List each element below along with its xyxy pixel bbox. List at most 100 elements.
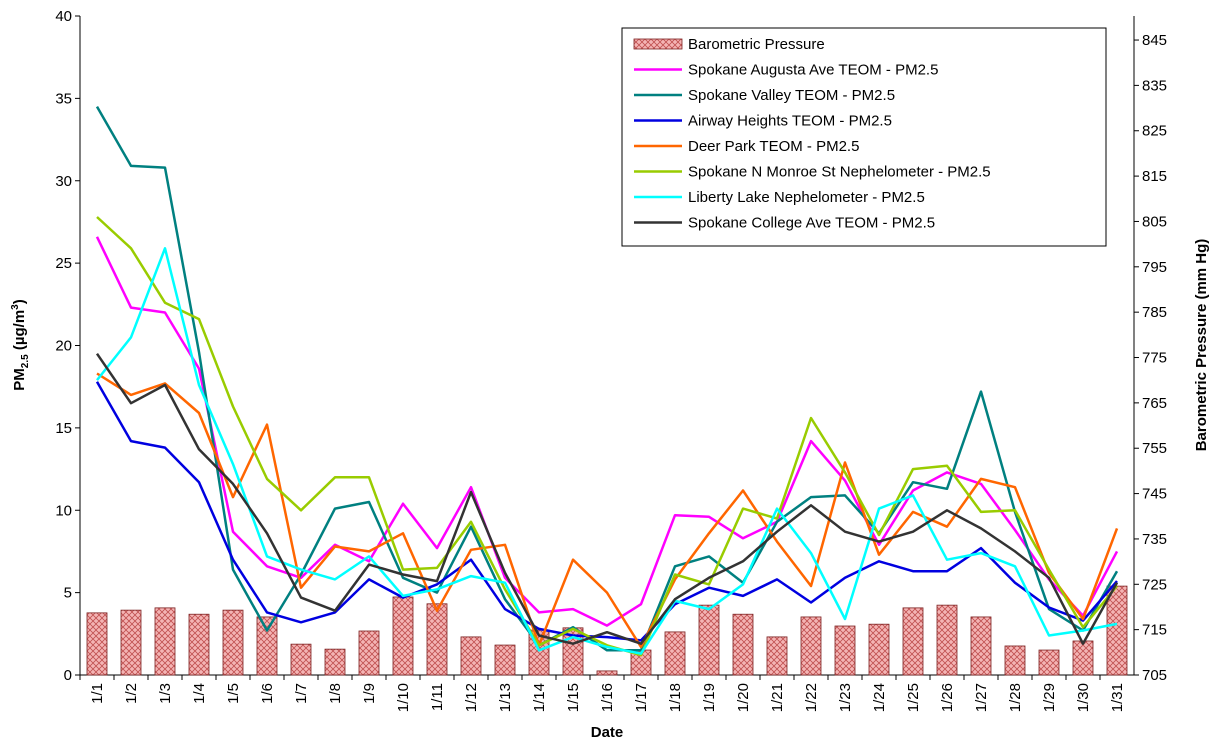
x-tick-label: 1/25 <box>905 683 922 712</box>
legend-label: Airway Heights TEOM - PM2.5 <box>688 113 892 130</box>
pressure-bar <box>766 636 788 676</box>
y2-tick-label: 785 <box>1142 304 1167 321</box>
y-tick-label: 35 <box>55 90 72 107</box>
x-tick-label: 1/13 <box>497 683 514 712</box>
pressure-bar <box>970 616 992 676</box>
pressure-bar <box>392 596 414 676</box>
x-tick-label: 1/27 <box>973 683 990 712</box>
y-label-sup: 3 <box>10 304 21 310</box>
series-line <box>96 372 1119 649</box>
x-tick-label: 1/29 <box>1041 683 1058 712</box>
legend-label: Spokane Valley TEOM - PM2.5 <box>688 87 895 104</box>
x-tick-label: 1/17 <box>633 683 650 712</box>
legend-label: Spokane Augusta Ave TEOM - PM2.5 <box>688 62 938 79</box>
y2-tick-label: 755 <box>1142 440 1167 457</box>
y-tick-label: 10 <box>55 502 72 519</box>
pressure-bar <box>120 609 142 676</box>
legend-label: Spokane N Monroe St Nephelometer - PM2.5 <box>688 164 991 181</box>
y2-tick-label: 725 <box>1142 576 1167 593</box>
pressure-bar <box>256 616 278 676</box>
pressure-bar <box>86 612 108 676</box>
pressure-bar <box>324 648 346 676</box>
series-line <box>95 236 1119 627</box>
x-tick-label: 1/3 <box>157 683 174 704</box>
legend-label: Spokane College Ave TEOM - PM2.5 <box>688 215 935 232</box>
x-axis-label: Date <box>591 724 624 741</box>
x-tick-label: 1/11 <box>429 683 446 711</box>
x-tick-label: 1/5 <box>225 683 242 704</box>
y2-tick-label: 765 <box>1142 395 1167 412</box>
y-tick-label: 30 <box>55 173 72 190</box>
y2-tick-label: 805 <box>1142 213 1167 230</box>
y-label-main: PM <box>11 368 28 391</box>
y-axis-label: PM2.5 (µg/m3) <box>10 299 31 390</box>
y-tick-label: 25 <box>55 255 72 272</box>
y2-tick-label: 705 <box>1142 667 1167 684</box>
y-tick-label: 5 <box>64 585 72 602</box>
series-line <box>95 381 1118 642</box>
x-tick-label: 1/12 <box>463 683 480 712</box>
pressure-bar <box>1072 640 1094 676</box>
pressure-bar <box>426 603 448 676</box>
legend-label: Barometric Pressure <box>688 36 825 53</box>
x-tick-label: 1/10 <box>395 683 412 712</box>
pressure-bar <box>460 636 482 676</box>
pressure-bar <box>664 631 686 676</box>
pressure-bar <box>868 623 890 676</box>
y2-tick-label: 835 <box>1142 77 1167 94</box>
pressure-bar <box>188 613 210 676</box>
series-line <box>96 216 1118 657</box>
pressure-bar <box>936 604 958 676</box>
pressure-bar <box>154 607 176 676</box>
x-tick-label: 1/1 <box>89 683 106 704</box>
x-tick-label: 1/18 <box>667 683 684 712</box>
y-label-end: ) <box>11 299 28 304</box>
pressure-bar <box>800 616 822 676</box>
pressure-bar <box>596 670 618 676</box>
x-tick-label: 1/31 <box>1109 683 1126 712</box>
legend-label: Liberty Lake Nephelometer - PM2.5 <box>688 189 925 206</box>
x-tick-label: 1/7 <box>293 683 310 704</box>
y-tick-label: 0 <box>64 667 72 684</box>
x-tick-label: 1/21 <box>769 683 786 712</box>
x-tick-label: 1/22 <box>803 683 820 712</box>
y-label-sub: 2.5 <box>20 354 31 368</box>
y2-axis-label: Barometric Pressure (mm Hg) <box>1193 239 1210 452</box>
pressure-bar <box>1106 585 1128 676</box>
series-line <box>96 247 1118 655</box>
legend: Barometric Pressure Spokane Augusta Ave T… <box>621 27 1107 247</box>
pressure-bar <box>902 607 924 676</box>
pressure-bar <box>494 644 516 676</box>
x-tick-label: 1/20 <box>735 683 752 712</box>
y2-tick-label: 745 <box>1142 486 1167 503</box>
series-line <box>95 352 1119 645</box>
x-tick-label: 1/15 <box>565 683 582 712</box>
x-tick-label: 1/16 <box>599 683 616 712</box>
y-tick-label: 40 <box>55 8 72 25</box>
pressure-bar <box>358 630 380 676</box>
pressure-bar <box>834 625 856 676</box>
pressure-bar <box>698 604 720 676</box>
x-tick-label: 1/4 <box>191 683 208 704</box>
y2-tick-label: 845 <box>1142 32 1167 49</box>
y-label-mid: (µg/m <box>11 310 28 354</box>
x-tick-label: 1/14 <box>531 683 548 712</box>
y2-tick-label: 795 <box>1142 259 1167 276</box>
pressure-bar <box>222 609 244 676</box>
x-tick-label: 1/24 <box>871 683 888 712</box>
x-tick-label: 1/2 <box>123 683 140 704</box>
x-tick-label: 1/19 <box>701 683 718 712</box>
y-tick-label: 20 <box>55 338 72 355</box>
legend-label: Deer Park TEOM - PM2.5 <box>688 138 859 155</box>
y-tick-label: 15 <box>55 420 72 437</box>
y2-tick-label: 775 <box>1142 350 1167 367</box>
x-tick-label: 1/9 <box>361 683 378 704</box>
x-tick-label: 1/6 <box>259 683 276 704</box>
x-tick-label: 1/8 <box>327 683 344 704</box>
y2-tick-label: 715 <box>1142 622 1167 639</box>
x-tick-label: 1/23 <box>837 683 854 712</box>
pressure-bar <box>1038 649 1060 676</box>
pressure-bar <box>1004 645 1026 676</box>
series-line <box>95 105 1119 652</box>
